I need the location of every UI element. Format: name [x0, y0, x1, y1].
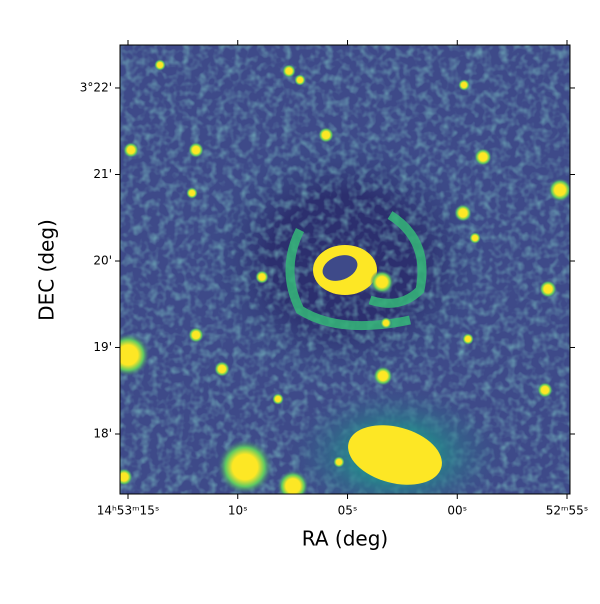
y-tick-label: 21'	[93, 167, 112, 181]
y-tick-label: 18'	[93, 427, 112, 441]
x-tick-label: 05ˢ	[338, 504, 358, 518]
y-tick-label: 19'	[93, 340, 112, 354]
x-tick-label: 00ˢ	[447, 504, 467, 518]
x-tick-label: 52ᵐ55ˢ	[546, 504, 589, 518]
x-tick-label: 10ˢ	[228, 504, 248, 518]
y-tick-label: 20'	[93, 254, 112, 268]
axes-frame	[119, 44, 571, 495]
y-axis-label: DEC (deg)	[35, 219, 59, 321]
sky-image	[120, 45, 570, 494]
x-axis-label: RA (deg)	[302, 527, 388, 551]
y-tick-label: 3°22'	[80, 80, 112, 94]
x-tick-label: 14ʰ53ᵐ15ˢ	[97, 504, 160, 518]
